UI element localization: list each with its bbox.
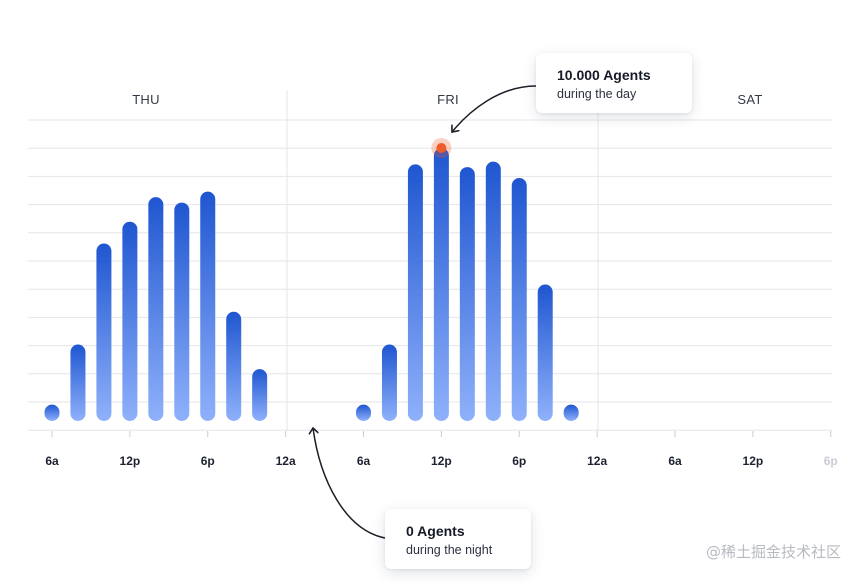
bar-fri-12 <box>433 148 449 421</box>
x-tick-label: 12a <box>587 454 607 468</box>
bar-thu-20 <box>226 311 242 421</box>
night-callout-arrow <box>313 428 386 539</box>
day-labels: THU FRI SAT <box>132 92 762 107</box>
day-annotation-title: 10.000 Agents <box>557 67 651 83</box>
day-label-sat: SAT <box>737 92 762 107</box>
watermark: @稀土掘金技术社区 <box>705 543 841 561</box>
night-annotation-callout: 0 Agents during the night <box>385 509 531 569</box>
bars <box>44 148 579 421</box>
night-annotation-title: 0 Agents <box>406 523 465 539</box>
bar-fri-8 <box>381 344 397 421</box>
bar-fri-6 <box>356 404 371 421</box>
bar-fri-10 <box>407 164 423 421</box>
bar-thu-10 <box>96 243 112 421</box>
x-tick-label: 6p <box>201 454 215 468</box>
bar-thu-6 <box>44 404 60 421</box>
x-axis-ticks: 6a 12p 6p 12a 6a 12p 6p 12a 6a 12p 6p <box>45 431 838 468</box>
bar-thu-16 <box>174 202 190 421</box>
day-annotation-text: during the day <box>557 87 637 101</box>
bar-fri-14 <box>459 167 475 421</box>
bar-fri-16 <box>485 161 501 421</box>
day-label-fri: FRI <box>437 92 459 107</box>
x-tick-label: 12p <box>431 454 452 468</box>
x-tick-label: 6p <box>512 454 526 468</box>
day-callout-arrow <box>452 85 537 132</box>
x-tick-label: 12p <box>743 454 764 468</box>
peak-marker-group <box>431 138 452 158</box>
bar-thu-12 <box>122 221 138 421</box>
x-tick-label: 6a <box>45 454 59 468</box>
bar-fri-20 <box>537 284 553 421</box>
x-tick-label: 12p <box>120 454 141 468</box>
x-tick-label: 6a <box>357 454 371 468</box>
peak-marker <box>436 143 447 153</box>
bar-fri-18 <box>511 178 527 421</box>
night-annotation-text: during the night <box>406 543 493 557</box>
bar-thu-8 <box>70 344 86 421</box>
x-tick-label: 12a <box>276 454 296 468</box>
x-tick-label: 6a <box>668 454 682 468</box>
bar-fri-22 <box>563 404 579 421</box>
day-annotation-callout: 10.000 Agents during the day <box>536 53 692 113</box>
bar-thu-22 <box>252 369 268 421</box>
bar-thu-14 <box>148 197 164 421</box>
x-tick-label: 6p <box>824 454 838 468</box>
day-label-thu: THU <box>132 92 160 107</box>
bar-thu-18 <box>200 191 216 421</box>
